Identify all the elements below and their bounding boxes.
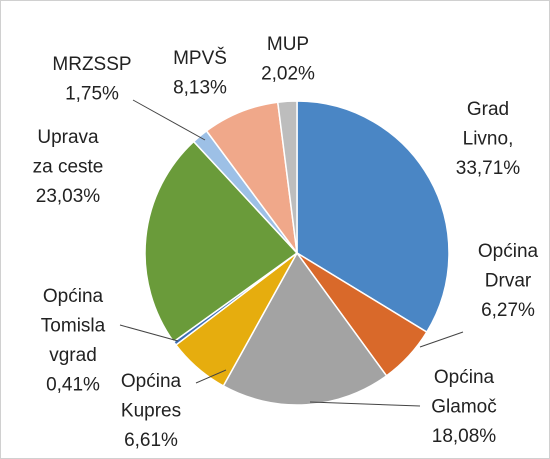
category-label: Glamoč (431, 397, 496, 418)
category-label: Grad (467, 99, 509, 120)
category-label: Općina (43, 286, 104, 307)
category-label: Kupres (121, 401, 181, 422)
pie-slice (144, 140, 299, 343)
category-label: MPVŠ (173, 47, 227, 69)
pie-slice (222, 251, 388, 406)
category-label: Drvar (485, 271, 532, 292)
value-label: 8,13% (173, 78, 227, 99)
category-label: vgrad (49, 345, 97, 366)
category-label: Općina (434, 367, 495, 388)
value-label: 6,27% (481, 300, 535, 321)
category-label: MRZSSP (52, 54, 131, 75)
leader-line (309, 401, 421, 407)
pie-slice (276, 100, 298, 254)
category-label: za ceste (33, 157, 104, 178)
leader-line (132, 99, 206, 141)
value-label: 6,61% (124, 430, 178, 451)
leader-line (419, 331, 464, 348)
category-label: Općina (121, 371, 182, 392)
category-label: MUP (267, 34, 309, 55)
value-label: 2,02% (261, 64, 315, 85)
value-label: 23,03% (36, 186, 101, 207)
value-label: 18,08% (432, 426, 497, 447)
leader-line (195, 369, 227, 384)
value-label: 0,41% (46, 375, 100, 396)
category-label: Tomisla (41, 316, 106, 337)
category-label: Općina (478, 241, 539, 262)
category-label: Uprava (37, 127, 99, 148)
value-label: 33,71% (456, 158, 521, 179)
pie-slice (296, 100, 450, 334)
category-label: Livno, (463, 129, 514, 150)
value-label: 1,75% (65, 84, 119, 105)
leader-line (119, 324, 179, 342)
